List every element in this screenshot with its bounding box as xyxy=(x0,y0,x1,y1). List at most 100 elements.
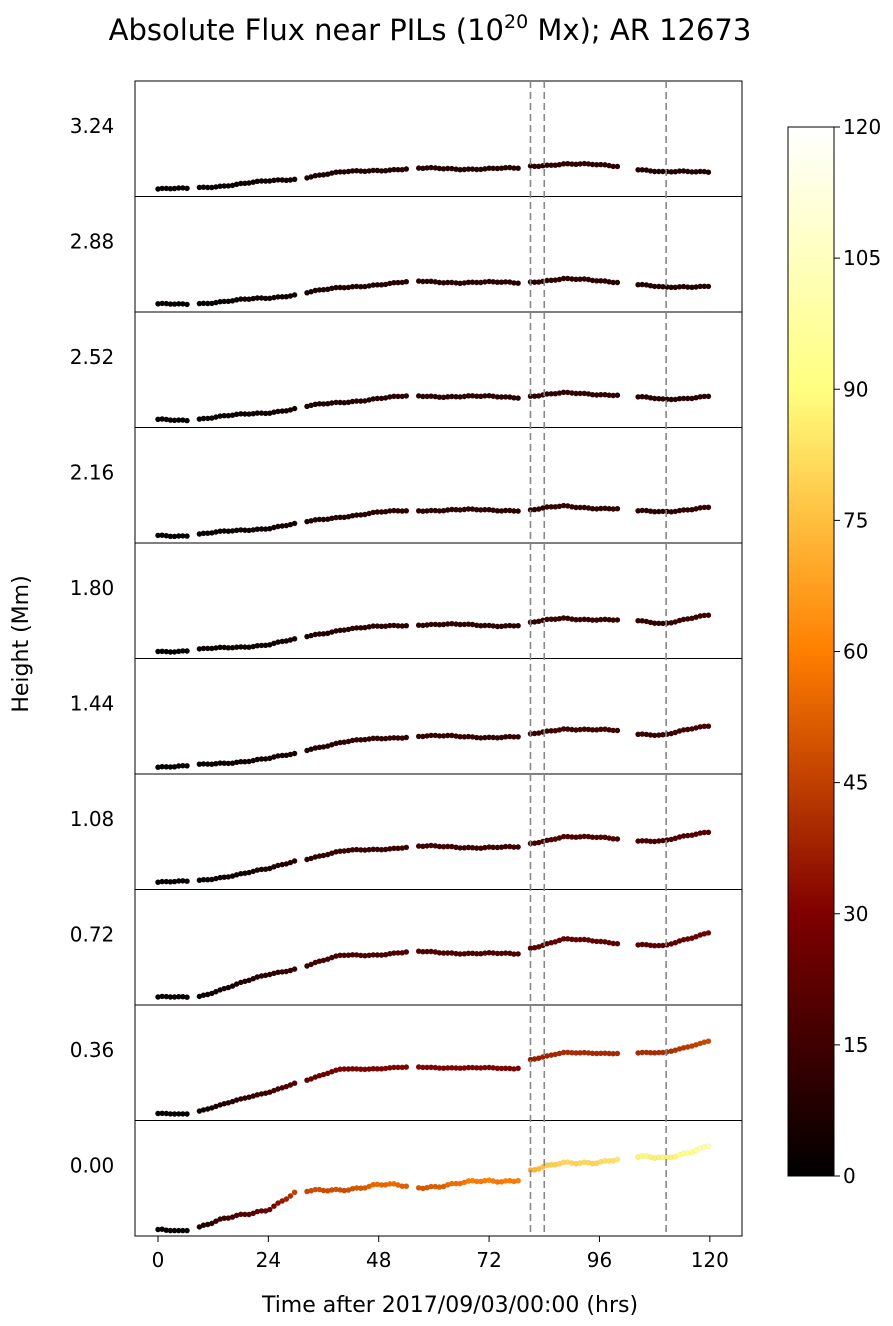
data-point xyxy=(266,1206,273,1213)
data-point xyxy=(705,1038,712,1045)
height-label: 1.44 xyxy=(70,692,115,716)
data-point xyxy=(515,844,521,850)
panel-stack: 3.24 2.88 2.52 2.16 1.80 1.44 1.08 0.72 0.36 0.00 xyxy=(70,80,743,1237)
data-point xyxy=(291,966,298,972)
panel-frame xyxy=(134,542,743,659)
colorbar-tick-label: 30 xyxy=(843,902,868,926)
panel-frame xyxy=(134,196,743,313)
data-point xyxy=(705,612,712,619)
height-label: 0.36 xyxy=(70,1038,115,1062)
colorbar-tick-label: 75 xyxy=(843,508,868,532)
data-point xyxy=(515,733,521,740)
height-label: 2.88 xyxy=(70,230,115,254)
panel-frame xyxy=(134,773,743,890)
colorbar-tick-label: 120 xyxy=(843,115,881,139)
height-label: 1.08 xyxy=(70,807,115,831)
data-point xyxy=(403,1064,410,1070)
x-tick-label: 120 xyxy=(691,1248,729,1272)
data-point xyxy=(614,505,621,512)
data-point xyxy=(515,508,521,514)
panel-frame xyxy=(134,80,743,197)
data-point xyxy=(705,504,712,511)
x-tick-label: 48 xyxy=(366,1248,391,1272)
event-lines xyxy=(529,81,667,1236)
data-point xyxy=(403,734,410,741)
data-point xyxy=(705,829,712,836)
height-label: 1.80 xyxy=(70,576,115,600)
height-label: 2.52 xyxy=(70,345,115,369)
colorbar-tick-label: 15 xyxy=(843,1033,868,1057)
data-point xyxy=(705,393,712,400)
panel: 2.88 xyxy=(70,196,743,313)
colorbar-tick-label: 45 xyxy=(843,771,868,795)
data-point xyxy=(614,163,621,170)
data-point xyxy=(614,1156,621,1163)
data-point xyxy=(403,278,410,285)
colorbar-tick-label: 105 xyxy=(843,246,881,270)
chart-title: Absolute Flux near PILs (1020 Mx); AR 12… xyxy=(109,11,752,47)
data-point xyxy=(291,1189,298,1196)
data-point xyxy=(291,1080,298,1087)
data-point xyxy=(271,1203,277,1210)
data-point xyxy=(705,169,712,176)
data-point xyxy=(184,301,190,308)
data-point xyxy=(184,1227,190,1234)
data-point xyxy=(287,1193,294,1199)
panel: 1.08 xyxy=(70,773,743,890)
data-point xyxy=(614,940,621,947)
x-tick-label: 96 xyxy=(587,1248,612,1272)
data-point xyxy=(515,165,521,172)
panel-frame xyxy=(134,658,743,775)
data-point xyxy=(184,185,190,192)
data-point xyxy=(515,1177,521,1184)
data-point xyxy=(184,994,190,1001)
data-point xyxy=(614,392,621,399)
data-point xyxy=(403,622,410,629)
x-tick-label: 24 xyxy=(256,1248,281,1272)
colorbar-gradient xyxy=(787,126,835,1177)
x-axis-label: Time after 2017/09/03/00:00 (hrs) xyxy=(261,1293,638,1318)
panel: 1.80 xyxy=(70,542,743,659)
data-point xyxy=(705,930,712,936)
data-point xyxy=(184,1111,190,1117)
x-tick-label: 72 xyxy=(476,1248,501,1272)
colorbar-tick-label: 90 xyxy=(843,377,868,401)
data-point xyxy=(184,878,190,885)
data-point xyxy=(184,648,190,654)
colorbar-tick-label: 0 xyxy=(843,1164,856,1188)
data-point xyxy=(403,166,410,172)
panel-frame xyxy=(134,1120,743,1237)
data-point xyxy=(403,1183,410,1190)
panel: 0.72 xyxy=(70,889,743,1006)
data-point xyxy=(403,507,410,514)
data-point xyxy=(515,395,521,401)
height-label: 0.72 xyxy=(70,923,115,947)
data-point xyxy=(291,750,298,757)
x-axis: 0 24 48 72 96 120 xyxy=(152,1236,729,1272)
data-point xyxy=(614,727,621,734)
panel: 1.44 xyxy=(70,658,743,775)
height-label: 3.24 xyxy=(70,114,115,138)
data-point xyxy=(291,176,298,183)
data-point xyxy=(614,279,621,286)
data-point xyxy=(291,858,298,864)
data-point xyxy=(705,1143,712,1150)
colorbar-tick-label: 60 xyxy=(843,640,868,664)
data-point xyxy=(705,283,712,290)
data-point xyxy=(291,520,298,527)
x-tick-label: 0 xyxy=(152,1248,165,1272)
data-point xyxy=(693,1147,699,1154)
panel-frame xyxy=(134,311,743,428)
panel: 2.52 xyxy=(70,311,743,428)
height-label: 2.16 xyxy=(70,461,115,485)
data-point xyxy=(614,836,621,842)
panel: 2.16 xyxy=(70,427,743,544)
data-point xyxy=(184,762,190,769)
panel: 3.24 xyxy=(70,80,743,197)
data-point xyxy=(705,723,712,730)
height-label: 0.00 xyxy=(70,1154,115,1178)
data-point xyxy=(515,951,521,957)
data-point xyxy=(515,622,521,629)
data-point xyxy=(291,405,298,412)
